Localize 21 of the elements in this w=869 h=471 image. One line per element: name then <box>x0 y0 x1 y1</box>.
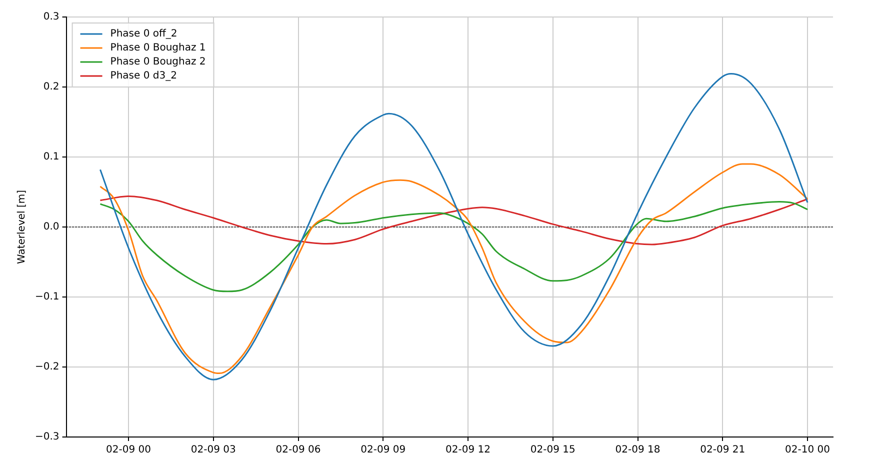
x-tick-label: 02-09 00 <box>106 444 152 456</box>
y-tick-label: −0.3 <box>34 432 60 443</box>
x-tick-label: 02-09 09 <box>360 444 406 456</box>
x-tick-label: 02-09 03 <box>190 444 236 456</box>
legend-label: Phase 0 off_2 <box>110 28 178 40</box>
x-tick-label: 02-09 12 <box>446 444 491 456</box>
x-tick-label: 02-10 00 <box>785 444 830 456</box>
x-tick-label: 02-09 21 <box>700 444 746 456</box>
y-tick-label: 0.0 <box>43 222 60 233</box>
y-tick-label: 0.2 <box>43 82 60 93</box>
y-tick-label: −0.2 <box>34 362 60 373</box>
x-tick-label: 02-09 18 <box>615 444 660 456</box>
x-tick-label: 02-09 15 <box>530 444 576 456</box>
legend-label: Phase 0 Boughaz 2 <box>110 56 206 68</box>
y-tick-label: 0.1 <box>43 152 60 163</box>
y-tick-label: −0.1 <box>34 292 60 303</box>
x-tick-label: 02-09 06 <box>276 444 321 456</box>
y-tick-label: 0.3 <box>43 12 60 23</box>
y-axis-title: Waterlevel [m] <box>16 190 28 264</box>
legend-label: Phase 0 Boughaz 1 <box>110 42 206 54</box>
legend-label: Phase 0 d3_2 <box>110 70 177 82</box>
